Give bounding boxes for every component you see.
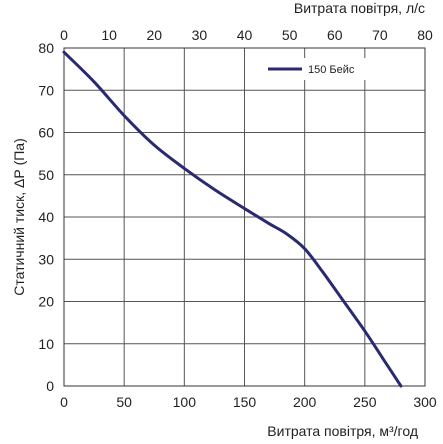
x-tick-label: 300 <box>413 394 437 410</box>
top-tick-label: 70 <box>372 27 388 43</box>
top-tick-label: 30 <box>192 27 208 43</box>
grid-lines <box>64 48 425 386</box>
legend-box <box>262 58 380 80</box>
series-layer <box>62 50 403 388</box>
y-tick-label: 80 <box>38 40 54 56</box>
y-tick-label: 0 <box>46 378 54 394</box>
legend-label: 150 Бейс <box>308 64 355 76</box>
x-tick-label: 200 <box>293 394 317 410</box>
tick-labels: 0 50 100 150 200 250 300 0 10 20 30 40 50 60 70 80 0 10 20… <box>38 27 436 410</box>
series-line <box>62 50 403 388</box>
top-tick-label: 20 <box>146 27 162 43</box>
top-tick-label: 0 <box>60 27 68 43</box>
y-tick-label: 40 <box>38 209 54 225</box>
y-tick-label: 10 <box>38 336 54 352</box>
y-axis-title: Статичний тиск, ΔР (Па) <box>11 138 27 296</box>
x-tick-label: 250 <box>353 394 377 410</box>
y-tick-label: 60 <box>38 125 54 141</box>
top-tick-label: 50 <box>282 27 298 43</box>
y-tick-label: 50 <box>38 167 54 183</box>
x-tick-label: 50 <box>116 394 132 410</box>
x-tick-label: 0 <box>60 394 68 410</box>
top-axis-title: Витрата повітря, л/с <box>294 0 425 16</box>
top-tick-label: 80 <box>417 27 433 43</box>
y-tick-label: 70 <box>38 82 54 98</box>
x-tick-label: 150 <box>233 394 257 410</box>
x-tick-label: 100 <box>173 394 197 410</box>
top-tick-label: 40 <box>237 27 253 43</box>
top-tick-label: 60 <box>327 27 343 43</box>
y-tick-label: 20 <box>38 294 54 310</box>
y-tick-label: 30 <box>38 251 54 267</box>
x-axis-title: Витрата повітря, м³/год <box>267 423 418 439</box>
legend: 150 Бейс <box>262 58 380 80</box>
top-tick-label: 10 <box>101 27 117 43</box>
plot-frame <box>63 47 426 387</box>
